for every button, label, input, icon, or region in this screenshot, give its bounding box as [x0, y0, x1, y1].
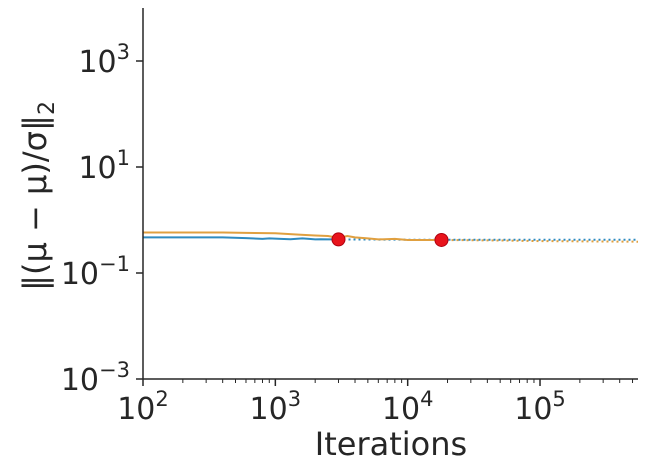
series-marker-2 — [434, 232, 449, 247]
plot-area — [143, 231, 639, 247]
axes — [142, 8, 638, 380]
x-tick-label: 103 — [250, 387, 302, 427]
series-marker-1 — [331, 232, 346, 247]
x-tick-label: 104 — [382, 387, 434, 427]
x-axis-title: Iterations — [315, 425, 467, 463]
series-line-1 — [143, 236, 339, 241]
y-tick-label: 10−3 — [61, 358, 130, 398]
y-tick-label: 101 — [78, 146, 130, 186]
x-tick-label: 102 — [117, 387, 169, 427]
y-axis-title-right: )/σ‖ — [16, 115, 54, 175]
ticks: 102 103 104 105 10−3 10−1 101 103 — [61, 40, 634, 427]
y-axis-title-sub: 2 — [35, 101, 60, 115]
x-tick-label: 105 — [514, 387, 566, 427]
y-tick-label: 103 — [78, 40, 130, 80]
y-tick-label: 10−1 — [61, 252, 130, 292]
y-axis-title: ‖(μ − μ)/σ‖2 — [16, 101, 60, 291]
y-axis-title-left: ‖(μ − — [16, 195, 54, 291]
y-axis-title-hat: μ — [16, 175, 54, 195]
